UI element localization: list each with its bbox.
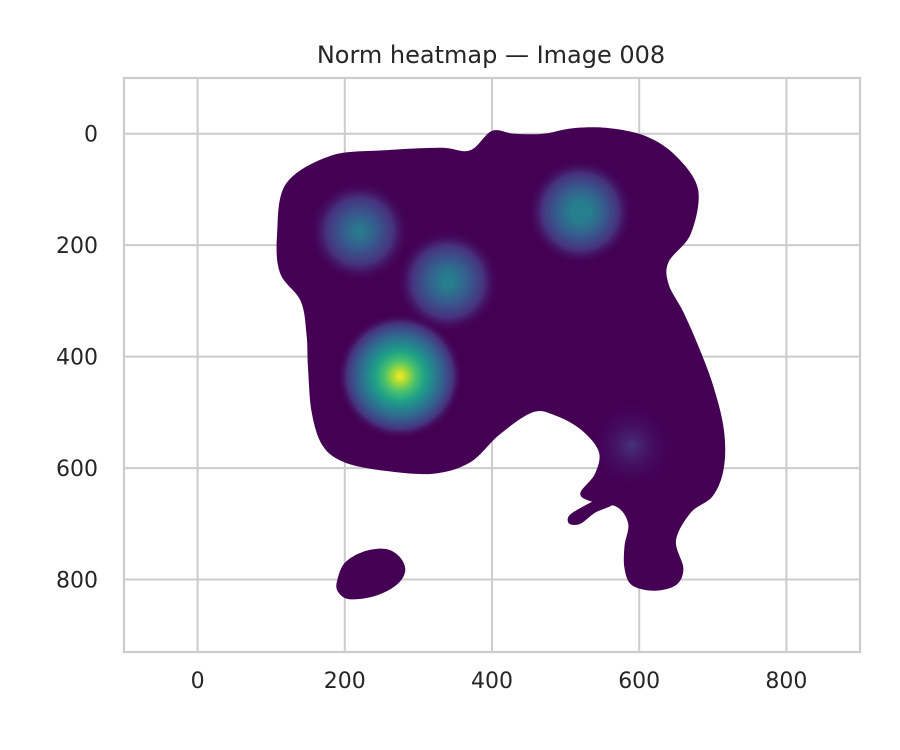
heatmap-hotspot xyxy=(309,180,410,282)
y-tick-label: 0 xyxy=(84,123,98,148)
axes-frame xyxy=(122,76,862,654)
chart-title: Norm heatmap — Image 008 xyxy=(317,41,665,69)
x-tick-label: 800 xyxy=(765,669,807,694)
tick-labels: 0 200 400 600 800 0 200 400 600 800 xyxy=(56,123,807,694)
heatmap-region-small-blob xyxy=(336,548,406,600)
y-tick-label: 800 xyxy=(56,569,98,594)
hotspot-layer xyxy=(309,159,676,490)
x-tick-label: 600 xyxy=(618,669,660,694)
x-tick-label: 0 xyxy=(191,669,205,694)
heatmap-hotspot xyxy=(396,229,500,333)
y-tick-label: 600 xyxy=(56,457,98,482)
heatmap-hotspot xyxy=(337,313,463,439)
heatmap-hotspot xyxy=(588,402,676,490)
heatmap-hotspot xyxy=(527,159,633,265)
y-tick-label: 400 xyxy=(56,346,98,371)
heatmap-region-hook xyxy=(567,495,615,526)
x-tick-label: 200 xyxy=(324,669,366,694)
x-tick-label: 400 xyxy=(471,669,513,694)
plot-area xyxy=(276,127,726,600)
y-tick-label: 200 xyxy=(56,234,98,259)
